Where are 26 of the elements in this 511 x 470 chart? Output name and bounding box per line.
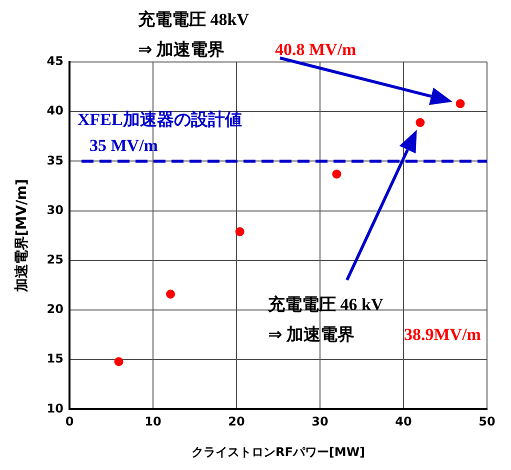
- annotation: 38.9MV/m: [404, 325, 481, 345]
- point: [114, 357, 124, 366]
- text: 充電電圧 48kV: [138, 10, 249, 30]
- point: [456, 99, 465, 108]
- text: ⇒ 加速電界: [138, 40, 224, 60]
- x-tick-label: 0: [65, 414, 74, 429]
- x-tick-label: 50: [478, 414, 496, 429]
- point: [416, 118, 425, 128]
- y-tick-label: 30: [46, 202, 64, 217]
- x-axis-title: クライストロンRFパワー[MW]: [191, 444, 366, 459]
- x-tick-label: 10: [144, 414, 162, 429]
- y-tick-label: 10: [46, 401, 64, 416]
- x-tick-label: 40: [395, 414, 412, 429]
- y-tick-label: 25: [46, 252, 64, 267]
- point: [235, 227, 244, 236]
- y-tick-label: 40: [46, 104, 64, 118]
- y-tick-label: 45: [46, 54, 64, 68]
- point: [332, 170, 342, 179]
- x-tick-label: 20: [228, 414, 245, 429]
- point: [166, 290, 176, 299]
- text: 40.8 MV/m: [275, 40, 356, 60]
- y-tick-label: 20: [46, 302, 64, 316]
- x-tick-label: 30: [312, 414, 328, 429]
- y-tick-label: 15: [46, 352, 64, 366]
- y-tick-label: 35: [46, 153, 64, 168]
- y-axis-title: 加速電界[MV/m]: [14, 178, 30, 294]
